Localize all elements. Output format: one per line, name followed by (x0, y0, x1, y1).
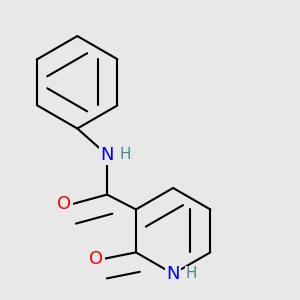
Text: H: H (119, 148, 131, 163)
Text: N: N (167, 265, 180, 283)
Text: H: H (185, 266, 197, 281)
Text: O: O (57, 196, 71, 214)
Text: N: N (100, 146, 114, 164)
Text: O: O (89, 250, 103, 268)
